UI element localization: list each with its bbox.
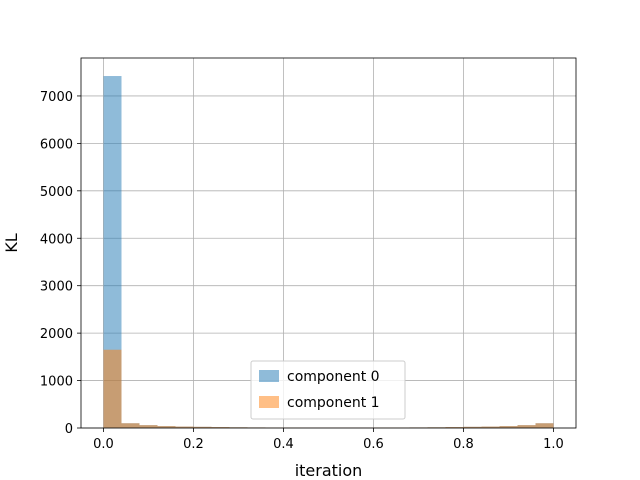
bar-series-1-bin-4 xyxy=(175,426,194,428)
bar-series-1-bin-5 xyxy=(193,426,212,428)
bar-series-1-bin-22 xyxy=(499,426,518,428)
histogram-bars xyxy=(103,76,554,429)
y-tick-label: 1000 xyxy=(40,375,73,390)
bar-series-1-bin-2 xyxy=(139,425,158,428)
x-tick-label: 0.8 xyxy=(453,437,474,452)
legend-box xyxy=(250,360,406,420)
x-tick-label: 0.2 xyxy=(183,437,204,452)
bar-series-1-bin-21 xyxy=(481,426,500,428)
grid-lines xyxy=(81,58,576,429)
y-tick-label: 0 xyxy=(65,422,73,437)
x-tick-label: 0.6 xyxy=(363,437,384,452)
bar-series-1-bin-24 xyxy=(535,423,554,428)
x-tick-label: 0.0 xyxy=(93,437,114,452)
x-tick-label: 0.4 xyxy=(273,437,294,452)
bar-series-0-bin-0 xyxy=(103,76,122,429)
y-tick-label: 4000 xyxy=(40,232,73,247)
legend-swatch-1 xyxy=(259,396,279,408)
legend-label-1: component 1 xyxy=(287,395,380,411)
bar-series-1-bin-1 xyxy=(121,423,140,428)
y-tick-label: 7000 xyxy=(40,90,73,105)
y-tick-label: 3000 xyxy=(40,280,73,295)
legend-swatch-0 xyxy=(259,370,279,382)
bar-series-1-bin-23 xyxy=(517,425,536,428)
legend-label-0: component 0 xyxy=(287,369,380,385)
axis-ticks: 0.0 0.2 0.4 0.6 0.8 1.0 0 1000 2000 3000 4000 5000 6… xyxy=(40,90,564,452)
y-tick-label: 2000 xyxy=(40,327,73,342)
x-axis-label: iteration xyxy=(295,461,363,480)
bar-series-1-bin-19 xyxy=(445,427,464,428)
bar-series-1-bin-0 xyxy=(103,349,122,428)
bar-series-1-bin-3 xyxy=(157,426,176,428)
bar-series-1-bin-20 xyxy=(463,426,482,428)
y-tick-label: 5000 xyxy=(40,185,73,200)
x-tick-label: 1.0 xyxy=(543,437,564,452)
plot-frame xyxy=(80,57,577,429)
y-tick-label: 6000 xyxy=(40,137,73,152)
y-axis-label: KL xyxy=(2,233,21,252)
bar-series-1-bin-6 xyxy=(211,427,230,428)
legend: component 0 component 1 xyxy=(250,360,406,420)
